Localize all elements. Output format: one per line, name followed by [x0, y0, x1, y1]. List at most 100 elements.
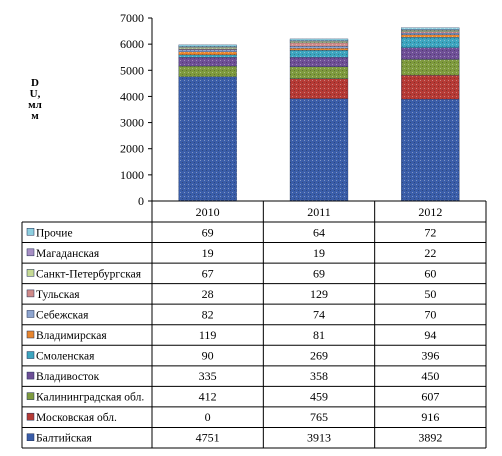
bar-segment-texture [401, 30, 460, 32]
data-label: 72 [424, 225, 436, 239]
legend-label: Магаданская [36, 248, 100, 260]
bar-segment-texture [178, 66, 237, 77]
y-tick-label: 1000 [120, 168, 144, 182]
y-tick-label: 3000 [120, 116, 144, 130]
data-label: 94 [424, 328, 436, 342]
data-label: 459 [310, 390, 328, 404]
legend-swatch [26, 269, 35, 277]
data-label: 412 [199, 390, 217, 404]
bar-segment-texture [290, 40, 348, 42]
y-tick-label: 7000 [120, 11, 144, 25]
legend-label: Тульская [36, 289, 80, 301]
bar-segment-texture [290, 48, 348, 51]
legend-swatch [26, 371, 35, 380]
data-label: 916 [421, 410, 439, 424]
y-tick-label: 2000 [120, 142, 144, 156]
legend-swatch [26, 289, 35, 298]
y-tick-label: 0 [138, 194, 144, 208]
data-label: 129 [310, 287, 328, 301]
bar-segment-texture [290, 78, 348, 99]
data-label: 50 [424, 287, 436, 301]
bar-segment-texture [178, 76, 237, 201]
legend-label: Балтийская [36, 433, 93, 445]
legend-label: Владимирская [36, 330, 107, 342]
data-label: 90 [202, 349, 214, 363]
bar-segment-texture [401, 29, 460, 31]
bar-segment-texture [178, 48, 237, 50]
bar-segment-texture [178, 44, 237, 47]
data-label: 765 [310, 410, 328, 424]
bar-segment-texture [401, 31, 460, 34]
bar-segment-texture [401, 47, 460, 60]
legend-label: Владивосток [36, 371, 100, 383]
data-label: 119 [199, 328, 217, 342]
bar-segment-texture [401, 99, 460, 201]
bar-segment-texture [290, 98, 348, 201]
bar-segment-texture [290, 46, 348, 49]
x-category-label: 2011 [307, 205, 331, 219]
data-label: 4751 [196, 431, 220, 445]
legend-swatch [26, 351, 35, 359]
legend-swatch [26, 228, 35, 236]
data-label: 69 [202, 225, 214, 239]
legend-swatch [26, 330, 35, 339]
data-label: 82 [202, 307, 214, 321]
bar-segment-texture [290, 66, 348, 79]
legend-swatch [26, 310, 35, 318]
data-label: 74 [313, 307, 325, 321]
data-label: 19 [202, 246, 214, 260]
data-label: 335 [199, 369, 217, 383]
x-category-label: 2012 [418, 205, 442, 219]
data-label: 28 [202, 287, 214, 301]
data-label: 269 [310, 349, 328, 363]
legend-label: Смоленская [36, 351, 95, 363]
bar-segment-texture [178, 57, 237, 67]
bar-segment-texture [178, 51, 237, 55]
bar-segment-texture [178, 49, 237, 52]
legend-label: Прочие [36, 227, 73, 239]
bar-segment-texture [401, 75, 460, 100]
bar-segment-texture [178, 54, 237, 58]
legend-label: Калининградская обл. [36, 392, 144, 404]
data-label: 396 [421, 349, 439, 363]
data-label: 607 [421, 390, 439, 404]
legend-swatch [26, 248, 35, 257]
bar-segment-texture [178, 46, 237, 48]
bar-segment-texture [290, 57, 348, 67]
data-label: 60 [424, 266, 436, 280]
data-label: 69 [313, 266, 325, 280]
data-label: 3913 [307, 431, 331, 445]
bar-segment-texture [401, 37, 460, 48]
data-label: 81 [313, 328, 325, 342]
x-category-label: 2010 [196, 205, 220, 219]
data-label: 0 [205, 410, 211, 424]
bar-segment-texture [401, 59, 460, 76]
y-axis-label: DU, млм [28, 77, 42, 122]
data-label: 22 [424, 246, 436, 260]
y-tick-label: 6000 [120, 37, 144, 51]
bar-segment-texture [290, 42, 348, 47]
legend-label: Санкт-Петербургская [36, 268, 142, 280]
legend-label: Московская обл. [36, 412, 117, 424]
data-label: 450 [421, 369, 439, 383]
data-label: 3892 [418, 431, 442, 445]
bar-segment-texture [401, 33, 460, 35]
bar-segment-texture [178, 47, 237, 49]
data-label: 19 [313, 246, 325, 260]
data-label: 67 [202, 266, 214, 280]
data-label: 358 [310, 369, 328, 383]
bar-segment-texture [401, 27, 460, 30]
data-label: 70 [424, 307, 436, 321]
legend-label: Себежская [36, 309, 89, 321]
bar-segment-texture [290, 38, 348, 41]
legend-swatch [26, 433, 35, 441]
bar-segment-texture [290, 50, 348, 58]
bar-segment-texture [401, 34, 460, 38]
y-tick-label: 5000 [120, 63, 144, 77]
legend-swatch [26, 412, 35, 421]
bar-segment-texture [290, 41, 348, 43]
data-label: 64 [313, 225, 325, 239]
legend-swatch [26, 392, 35, 400]
y-tick-label: 4000 [120, 89, 144, 103]
